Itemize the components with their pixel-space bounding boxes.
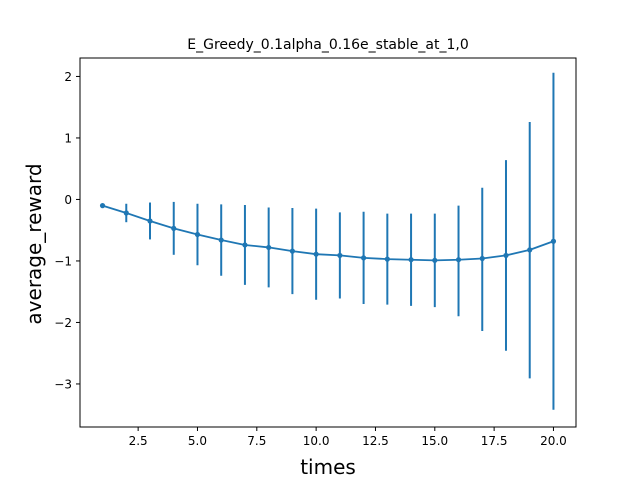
data-point [432, 257, 438, 263]
x-tick-label: 2.5 [129, 434, 148, 448]
y-tick-label: 1 [64, 131, 72, 145]
y-tick-label: 2 [64, 70, 72, 84]
y-tick-label: 0 [64, 193, 72, 207]
series-line [102, 204, 554, 262]
data-point [99, 203, 106, 209]
x-tick-label: 15.0 [421, 434, 448, 448]
data-point [266, 244, 272, 251]
data-point [503, 252, 509, 259]
data-point [455, 257, 462, 263]
data-point [171, 225, 177, 231]
x-tick-label: 5.0 [188, 434, 207, 448]
x-tick-label: 12.5 [362, 434, 389, 448]
data-point [337, 252, 343, 259]
y-tick-label: −2 [54, 316, 72, 330]
data-point [194, 231, 201, 238]
data-point [313, 251, 319, 257]
y-tick-label: −1 [54, 254, 72, 268]
x-tick-label: 17.5 [481, 434, 508, 448]
data-point [550, 238, 557, 244]
plot-layer [99, 72, 557, 410]
data-point [218, 237, 224, 243]
data-point [147, 218, 153, 224]
x-tick-label: 20.0 [540, 434, 567, 448]
data-point [242, 242, 248, 248]
data-point [289, 248, 296, 254]
x-tick-label: 7.5 [247, 434, 266, 448]
data-point [384, 256, 390, 262]
x-axis-label: times [300, 455, 356, 479]
axes-frame [79, 57, 577, 428]
data-point [479, 255, 485, 262]
x-tick-label: 10.0 [303, 434, 330, 448]
data-point [360, 255, 367, 261]
axes-layer: 2.5 5.0 7.5 10.0 12.5 15.0 17.5 20.0 −3 −2 −1 0 1 2 [54, 57, 577, 448]
data-point [527, 247, 533, 253]
chart-title: E_Greedy_0.1alpha_0.16e_stable_at_1,0 [187, 37, 468, 53]
y-axis-label: average_reward [22, 163, 46, 324]
y-tick-label: −3 [54, 377, 72, 391]
data-point [408, 257, 414, 263]
data-point [123, 210, 129, 216]
